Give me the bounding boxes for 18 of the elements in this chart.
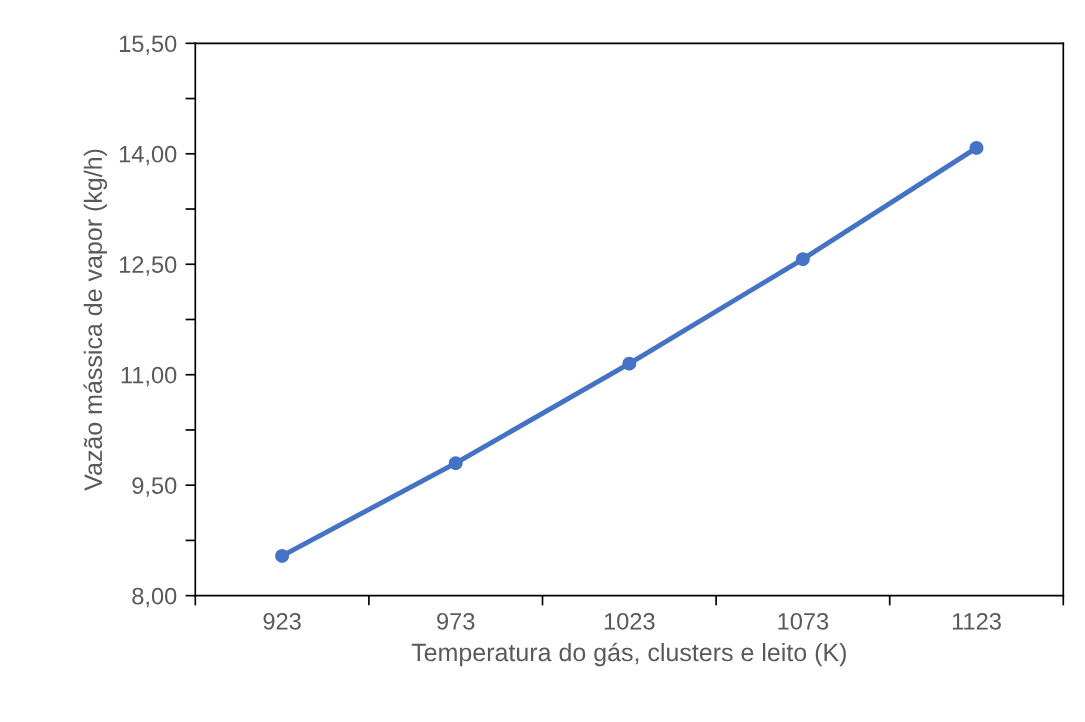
x-tick-label: 1023 — [604, 612, 655, 630]
x-tick-label: 1073 — [778, 612, 829, 630]
x-tick-label: 973 — [437, 612, 475, 630]
y-tick-label: 12,50 — [119, 256, 177, 276]
y-tick-label: 14,00 — [119, 145, 177, 166]
point — [275, 548, 290, 563]
x-axis-title: Temperatura do gás, clusters e leito (K) — [411, 642, 846, 667]
y-tick-label: 8,00 — [132, 587, 177, 608]
y-tick-label: 15,50 — [119, 35, 177, 55]
point — [448, 456, 463, 471]
y-tick-label: 11,00 — [121, 366, 177, 387]
x-tick-label: 923 — [263, 612, 301, 630]
point — [969, 140, 984, 155]
x-tick-label: 1123 — [952, 612, 1001, 630]
y-axis-title: Vazão mássica de vapor (kg/h) — [83, 149, 108, 491]
y-tick-label: 9,50 — [132, 477, 177, 497]
point — [795, 252, 810, 267]
point — [622, 356, 637, 371]
